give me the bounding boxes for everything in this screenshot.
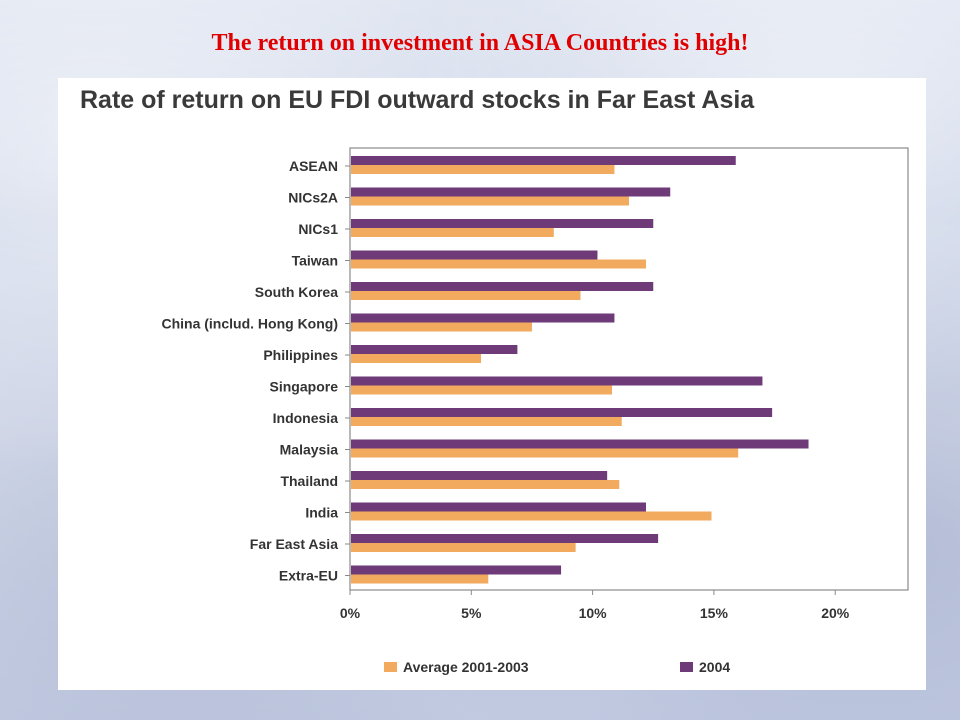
bar-average-2001-2003 — [351, 291, 581, 300]
bar-average-2001-2003 — [351, 322, 532, 332]
bar-2004 — [351, 219, 654, 228]
bar-2004 — [351, 313, 615, 323]
category-label: China (includ. Hong Kong) — [161, 316, 338, 332]
x-tick-label: 0% — [340, 605, 361, 621]
legend-swatch-2004 — [680, 662, 693, 672]
bar-average-2001-2003 — [351, 417, 622, 426]
category-label: Indonesia — [273, 410, 339, 426]
bar-2004 — [351, 345, 518, 354]
bar-2004 — [351, 502, 646, 512]
x-tick-label: 15% — [700, 605, 729, 621]
category-label: Philippines — [263, 347, 338, 363]
plot-frame — [349, 147, 909, 591]
category-label: Taiwan — [292, 253, 338, 269]
category-label: Far East Asia — [250, 536, 338, 552]
chart-title: Rate of return on EU FDI outward stocks … — [80, 86, 755, 114]
bar-2004 — [351, 250, 598, 260]
bar-average-2001-2003 — [351, 574, 489, 584]
bar-average-2001-2003 — [351, 228, 554, 237]
bar-average-2001-2003 — [351, 385, 613, 395]
bar-chart: ASEAN NICs2A NICs1 Taiwan South Korea China (… — [161, 147, 909, 675]
category-label: Thailand — [280, 473, 338, 489]
bar-average-2001-2003 — [351, 448, 739, 458]
bar-average-2001-2003 — [351, 259, 646, 269]
bar-average-2001-2003 — [351, 354, 482, 363]
category-label: ASEAN — [289, 158, 338, 174]
bar-2004 — [351, 187, 671, 197]
category-label: South Korea — [255, 284, 338, 300]
bar-average-2001-2003 — [351, 543, 576, 552]
bar-2004 — [351, 282, 654, 291]
bar-2004 — [351, 156, 736, 165]
bar-2004 — [351, 439, 809, 449]
bar-average-2001-2003 — [351, 480, 620, 489]
category-label: Singapore — [270, 379, 339, 395]
x-tick-label: 20% — [821, 605, 850, 621]
bar-average-2001-2003 — [351, 196, 629, 206]
legend-swatch-average — [384, 662, 397, 672]
bar-2004 — [351, 565, 562, 575]
bar-average-2001-2003 — [351, 165, 615, 174]
legend-label-average: Average 2001-2003 — [403, 659, 529, 675]
category-label: India — [305, 505, 338, 521]
bar-2004 — [351, 471, 608, 480]
category-label: NICs2A — [288, 190, 338, 206]
x-tick-label: 10% — [579, 605, 608, 621]
legend-label-2004: 2004 — [699, 659, 730, 675]
x-tick-label: 5% — [461, 605, 482, 621]
category-label: Extra-EU — [279, 568, 338, 584]
bar-2004 — [351, 376, 763, 386]
category-label: Malaysia — [280, 442, 339, 458]
chart-panel: Rate of return on EU FDI outward stocks … — [58, 78, 926, 690]
slide-title: The return on investment in ASIA Countri… — [211, 30, 749, 56]
category-label: NICs1 — [298, 221, 338, 237]
bar-2004 — [351, 534, 659, 543]
bar-average-2001-2003 — [351, 511, 712, 521]
bar-2004 — [351, 408, 773, 417]
